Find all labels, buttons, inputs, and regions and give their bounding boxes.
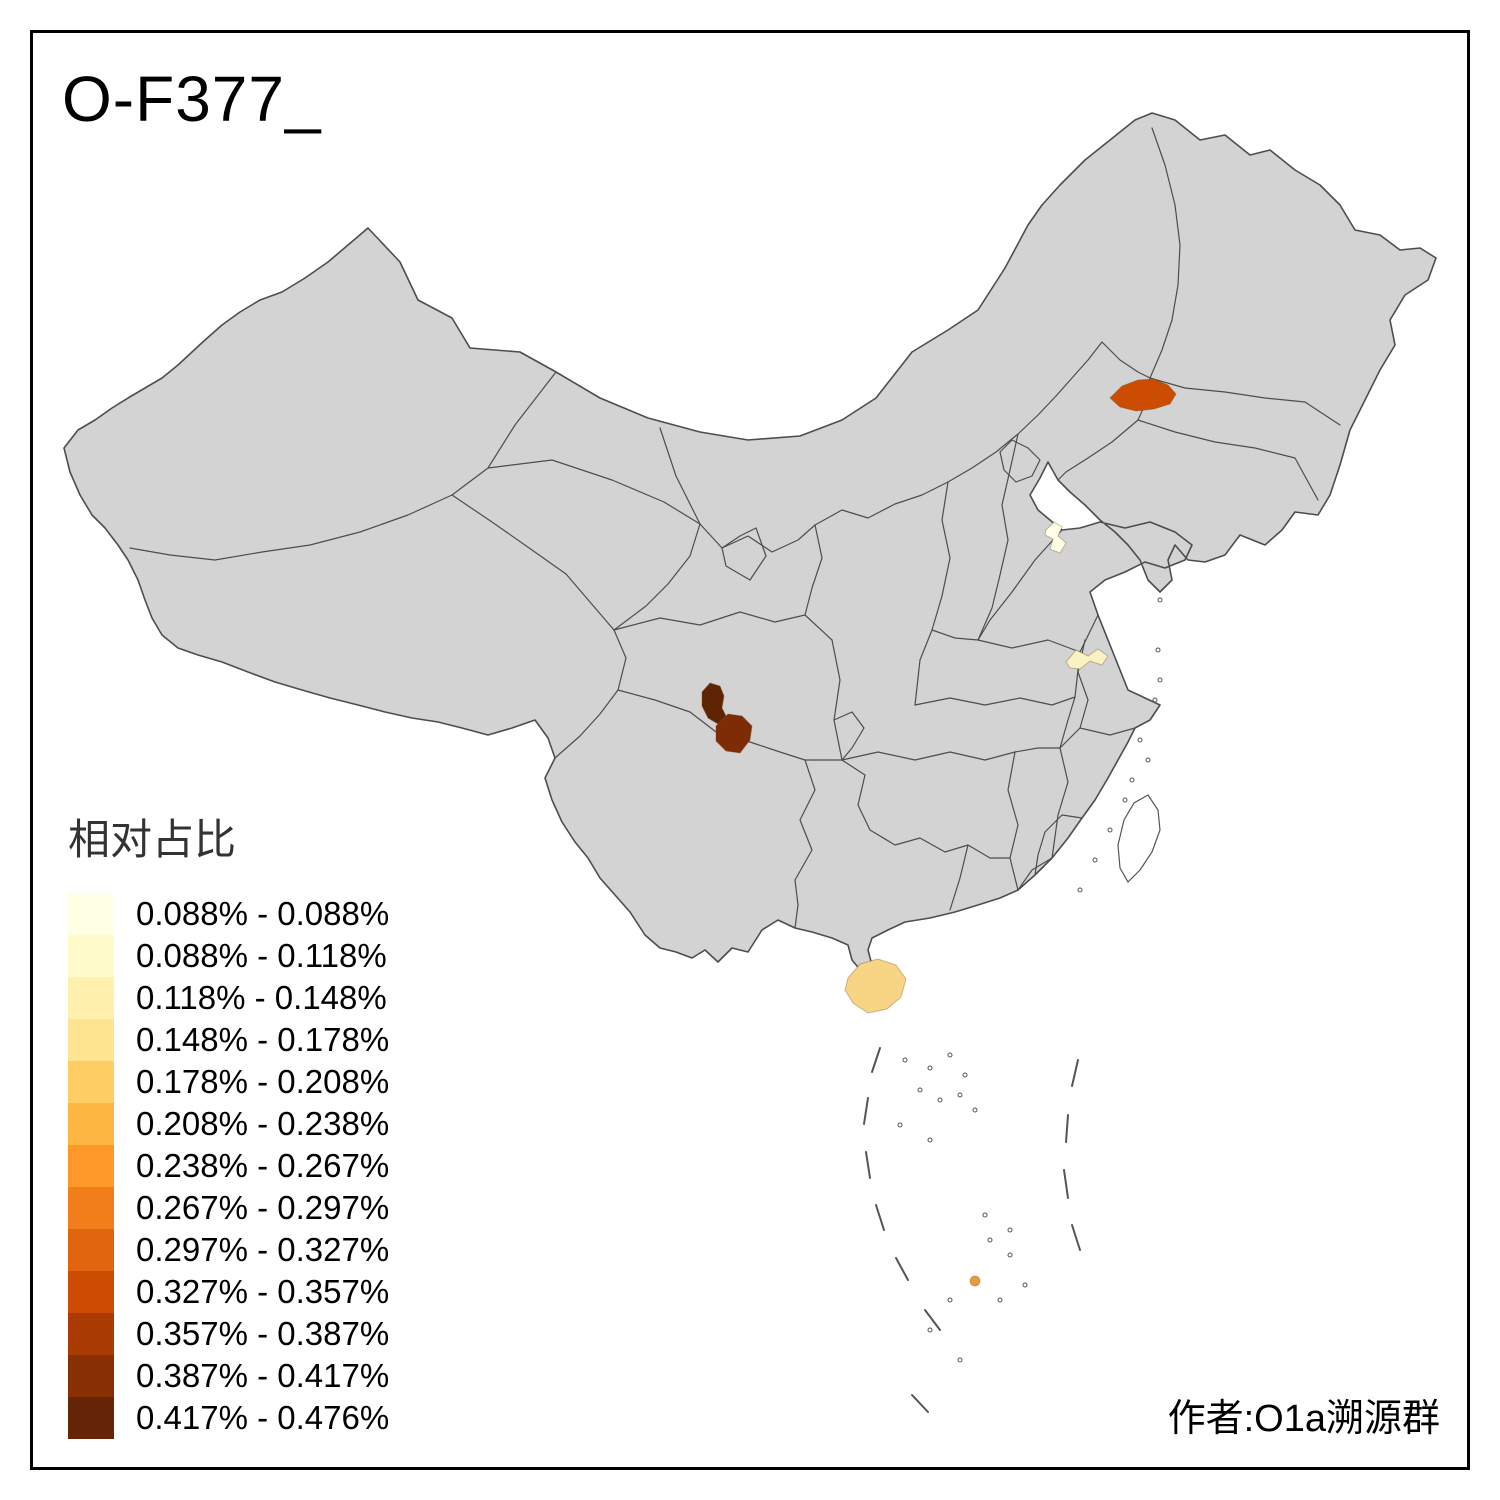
legend-item: 0.357% - 0.387% [68, 1313, 389, 1355]
legend-title: 相对占比 [68, 816, 237, 863]
legend-item: 0.088% - 0.118% [68, 935, 389, 977]
legend-range-label: 0.387% - 0.417% [136, 1357, 390, 1394]
legend-color-swatch [68, 1103, 114, 1145]
legend-items: 0.088% - 0.088% 0.088% - 0.118% 0.118% - 0… [68, 893, 389, 1439]
nine-dash-line [863, 1047, 1081, 1413]
legend-item: 0.387% - 0.417% [68, 1355, 389, 1397]
legend-color-swatch [68, 1019, 114, 1061]
legend-range-label: 0.357% - 0.387% [136, 1315, 390, 1352]
legend-color-swatch [68, 1355, 114, 1397]
small-islands [897, 597, 1163, 1363]
region-sichuan-east [715, 713, 753, 754]
region-shandong [1044, 521, 1067, 554]
page-title: O-F377_ [62, 63, 322, 135]
legend-item: 0.208% - 0.238% [68, 1103, 389, 1145]
legend-color-swatch [68, 977, 114, 1019]
legend-range-label: 0.088% - 0.118% [136, 937, 387, 974]
attribution: 作者:O1a溯源群 [1167, 1398, 1440, 1440]
legend-range-label: 0.148% - 0.178% [136, 1021, 390, 1058]
legend-color-swatch [68, 1145, 114, 1187]
region-northeast [1109, 378, 1177, 412]
legend-color-swatch [68, 1061, 114, 1103]
legend-color-swatch [68, 935, 114, 977]
highlighted-regions [701, 378, 1177, 1287]
china-mainland-shape [63, 112, 1437, 973]
legend-color-swatch [68, 1187, 114, 1229]
province-borders [129, 127, 1341, 929]
legend-item: 0.118% - 0.148% [68, 977, 389, 1019]
hainan-island [844, 958, 907, 1014]
legend-color-swatch [68, 893, 114, 935]
legend-range-label: 0.267% - 0.297% [136, 1189, 390, 1226]
legend-item: 0.267% - 0.297% [68, 1187, 389, 1229]
legend-item: 0.178% - 0.208% [68, 1061, 389, 1103]
legend-item: 0.238% - 0.267% [68, 1145, 389, 1187]
taiwan-island [1117, 794, 1161, 883]
region-jiangsu [1065, 648, 1109, 670]
legend-item: 0.088% - 0.088% [68, 893, 389, 935]
legend-color-swatch [68, 1313, 114, 1355]
legend-range-label: 0.327% - 0.357% [136, 1273, 390, 1310]
legend-item: 0.297% - 0.327% [68, 1229, 389, 1271]
legend-range-label: 0.088% - 0.088% [136, 895, 390, 932]
legend: 相对占比 0.088% - 0.088% 0.088% - 0.118% 0.118… [68, 806, 389, 1439]
legend-item: 0.148% - 0.178% [68, 1019, 389, 1061]
legend-item: 0.417% - 0.476% [68, 1397, 389, 1439]
legend-range-label: 0.208% - 0.238% [136, 1105, 390, 1142]
legend-range-label: 0.238% - 0.267% [136, 1147, 390, 1184]
legend-range-label: 0.417% - 0.476% [136, 1399, 390, 1436]
legend-color-swatch [68, 1229, 114, 1271]
legend-range-label: 0.118% - 0.148% [136, 979, 387, 1016]
region-sichuan-west [701, 682, 727, 725]
south-sea-islet [969, 1275, 981, 1287]
legend-color-swatch [68, 1397, 114, 1439]
legend-item: 0.327% - 0.357% [68, 1271, 389, 1313]
legend-color-swatch [68, 1271, 114, 1313]
legend-range-label: 0.297% - 0.327% [136, 1231, 390, 1268]
legend-range-label: 0.178% - 0.208% [136, 1063, 390, 1100]
